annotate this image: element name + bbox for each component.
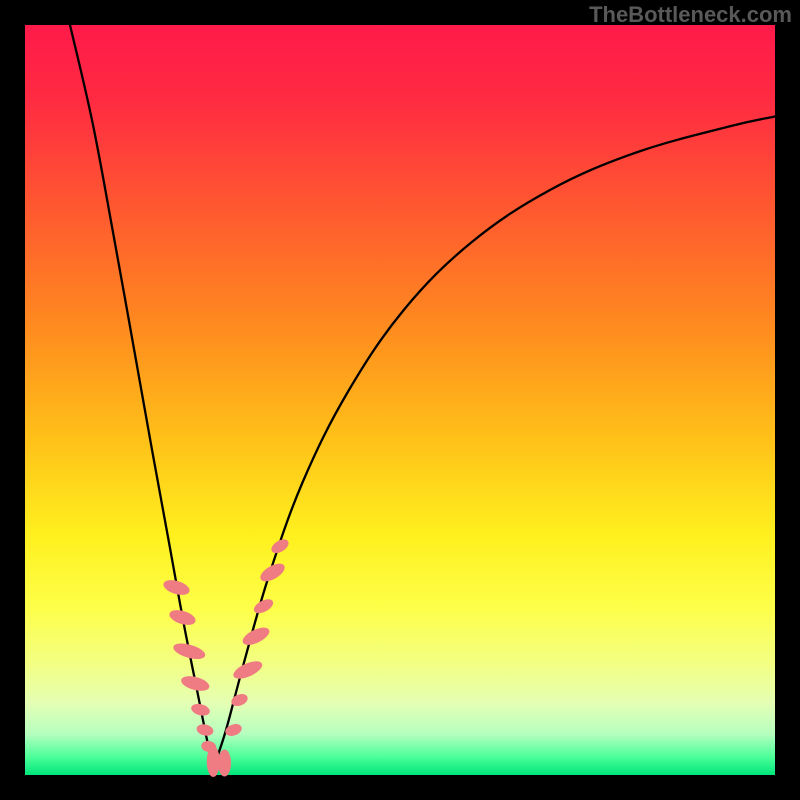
chart-svg: [0, 0, 800, 800]
curve-marker: [219, 750, 231, 776]
watermark-text: TheBottleneck.com: [589, 2, 792, 28]
chart-container: TheBottleneck.com: [0, 0, 800, 800]
curve-marker: [207, 747, 219, 777]
chart-background-gradient: [25, 25, 775, 775]
